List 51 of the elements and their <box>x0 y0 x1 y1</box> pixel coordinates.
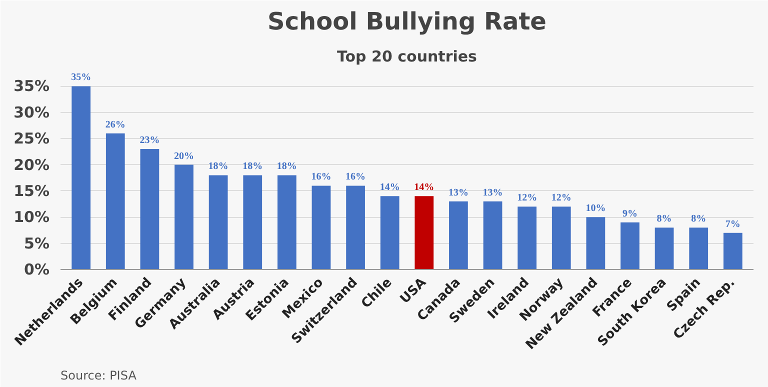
data-label: 8% <box>691 214 706 225</box>
data-label: 18% <box>242 161 263 172</box>
bar <box>174 164 194 270</box>
data-label: 13% <box>482 187 503 198</box>
data-label: 12% <box>517 192 538 204</box>
bar <box>72 86 91 270</box>
bar <box>620 222 640 270</box>
data-label: 8% <box>656 214 672 225</box>
data-label: 18% <box>276 161 297 172</box>
bar <box>518 206 537 270</box>
chart-title: School Bullying Rate <box>268 8 546 36</box>
y-tick-label: 15% <box>14 182 50 200</box>
bar <box>346 186 365 270</box>
bar <box>312 186 331 270</box>
data-label: 26% <box>105 119 126 130</box>
bar <box>586 217 606 270</box>
data-label: 18% <box>208 161 228 172</box>
bar <box>106 133 125 270</box>
y-tick-label: 0% <box>24 260 50 278</box>
data-label: 16% <box>346 172 366 183</box>
chart-subtitle: Top 20 countries <box>337 48 478 66</box>
bar <box>483 201 502 270</box>
source-note: Source: PISA <box>60 368 138 382</box>
bar <box>140 149 160 270</box>
bar <box>243 175 262 270</box>
y-tick-label: 30% <box>14 103 50 122</box>
y-tick-label: 20% <box>14 156 50 174</box>
data-label: 16% <box>311 172 332 183</box>
bar <box>449 201 468 270</box>
y-tick-label: 5% <box>24 234 50 252</box>
y-tick-label: 25% <box>14 130 50 148</box>
bar <box>689 228 708 270</box>
bar <box>380 196 400 270</box>
data-label: 9% <box>622 208 638 220</box>
bar <box>208 175 228 270</box>
data-label: 14% <box>414 182 434 194</box>
data-label: 7% <box>725 218 740 230</box>
bar <box>414 196 434 270</box>
data-label: 23% <box>140 135 160 146</box>
y-tick-label: 10% <box>14 208 50 226</box>
data-label: 12% <box>551 192 572 204</box>
bar <box>552 206 571 270</box>
data-label: 10% <box>586 203 606 214</box>
data-label: 20% <box>174 150 194 162</box>
y-tick-label: 35% <box>14 77 50 96</box>
bar <box>654 228 674 270</box>
data-label: 13% <box>448 187 468 198</box>
bar <box>277 175 296 270</box>
data-label: 35% <box>71 72 92 84</box>
data-label: 14% <box>380 182 400 194</box>
bar <box>723 232 742 270</box>
